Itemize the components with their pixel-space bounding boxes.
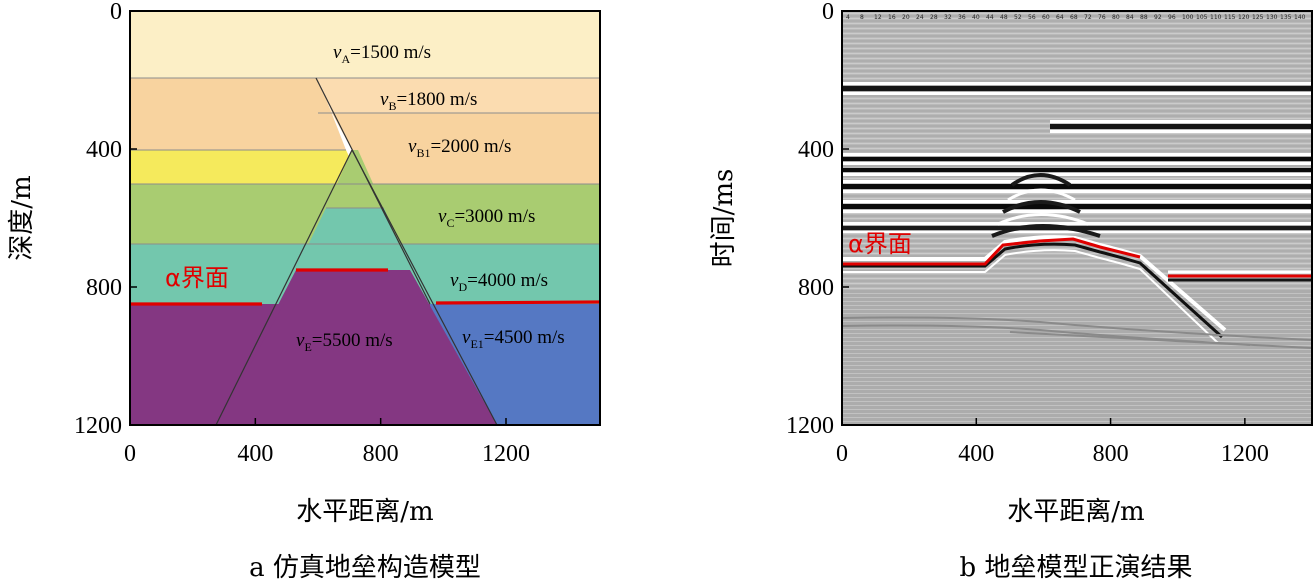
layer-label-c: vC=3000 m/s bbox=[438, 206, 535, 230]
trace-number: 88 bbox=[1140, 14, 1148, 21]
trace-number-row: 4 8 12 16 20 24 28 32 36 40 44 48 52 56 60 64 68 72 76 80 84… bbox=[846, 14, 1306, 21]
layer-b bbox=[318, 78, 600, 113]
a-xtick-label-3: 1200 bbox=[482, 441, 530, 467]
trace-number: 40 bbox=[972, 14, 980, 21]
trace-number: 48 bbox=[1000, 14, 1008, 21]
trace-number: 16 bbox=[888, 14, 896, 21]
a-xtick-label-0: 0 bbox=[124, 441, 136, 467]
alpha-interface-b bbox=[842, 237, 1312, 278]
layer-label-a: vA=1500 m/s bbox=[333, 42, 431, 66]
layer-fills bbox=[130, 11, 600, 425]
layer-b-left bbox=[130, 78, 346, 150]
layer-yellow bbox=[130, 150, 362, 184]
x-axis-label-a: 水平距离/m bbox=[296, 497, 433, 527]
trace-number: 68 bbox=[1070, 14, 1078, 21]
horst-c bbox=[326, 150, 384, 208]
b-xtick-label-0: 0 bbox=[836, 441, 848, 467]
b-ytick-label-3: 1200 bbox=[786, 413, 834, 439]
layer-label-b1: vB1=2000 m/s bbox=[408, 136, 511, 160]
trace-number: 135 bbox=[1280, 14, 1292, 21]
trace-number: 100 bbox=[1182, 14, 1194, 21]
trace-number: 72 bbox=[1084, 14, 1092, 21]
trace-number: 52 bbox=[1014, 14, 1022, 21]
trace-number: 56 bbox=[1028, 14, 1036, 21]
trace-number: 84 bbox=[1126, 14, 1134, 21]
seismic-image: 4 8 12 16 20 24 28 32 36 40 44 48 52 56 60 64 68 72 76 80 84… bbox=[842, 11, 1312, 425]
b-ytick-label-0: 0 bbox=[822, 0, 834, 25]
b-ytick-label-2: 800 bbox=[798, 275, 834, 301]
trace-number: 96 bbox=[1168, 14, 1176, 21]
panel-b-seismic-section: 4 8 12 16 20 24 28 32 36 40 44 48 52 56 60 64 68 72 76 80 84… bbox=[709, 0, 1313, 583]
layer-b1 bbox=[332, 113, 600, 184]
x-axis-label-b: 水平距离/m bbox=[1007, 497, 1144, 527]
reflectors-shallow bbox=[842, 82, 1312, 133]
a-ytick-label-2: 800 bbox=[86, 275, 122, 301]
plot-frame-a bbox=[129, 10, 601, 426]
trace-number: 105 bbox=[1196, 14, 1208, 21]
trace-number: 8 bbox=[860, 14, 864, 21]
a-ytick-label-3: 1200 bbox=[74, 413, 122, 439]
trace-number: 120 bbox=[1238, 14, 1250, 21]
trace-number: 76 bbox=[1098, 14, 1106, 21]
layer-label-b: vB=1800 m/s bbox=[380, 89, 477, 113]
y-axis-label-a: 深度/m bbox=[7, 175, 37, 260]
trace-number: 32 bbox=[944, 14, 952, 21]
layer-label-d: vD=4000 m/s bbox=[450, 270, 548, 294]
trace-number: 80 bbox=[1112, 14, 1120, 21]
layer-label-e1: vE1=4500 m/s bbox=[462, 327, 565, 351]
trace-number: 60 bbox=[1042, 14, 1050, 21]
a-xtick-label-2: 800 bbox=[363, 441, 399, 467]
trace-number: 92 bbox=[1154, 14, 1162, 21]
horst-e bbox=[216, 270, 497, 425]
trace-number: 44 bbox=[986, 14, 994, 21]
layer-label-e: vE=5500 m/s bbox=[296, 330, 393, 354]
layer-labels-a: vA=1500 m/s vB=1800 m/s vB1=2000 m/s vC=300… bbox=[296, 42, 565, 354]
alpha-interface-label-a: α界面 bbox=[165, 264, 229, 292]
a-xtick-label-1: 400 bbox=[237, 441, 273, 467]
caption-a: a 仿真地垒构造模型 bbox=[249, 553, 481, 583]
alpha-interface-a bbox=[130, 268, 600, 306]
trace-number: 36 bbox=[958, 14, 966, 21]
trace-number: 12 bbox=[874, 14, 882, 21]
trace-number: 4 bbox=[846, 14, 850, 21]
b-xtick-label-2: 800 bbox=[1093, 441, 1129, 467]
b-ytick-label-1: 400 bbox=[798, 137, 834, 163]
plot-frame-b bbox=[841, 10, 1313, 426]
a-ytick-label-1: 400 bbox=[86, 137, 122, 163]
trace-number: 20 bbox=[902, 14, 910, 21]
trace-number: 125 bbox=[1252, 14, 1264, 21]
trace-number: 140 bbox=[1294, 14, 1306, 21]
b-xtick-label-3: 1200 bbox=[1221, 441, 1269, 467]
b-xtick-label-1: 400 bbox=[958, 441, 994, 467]
trace-number: 115 bbox=[1224, 14, 1236, 21]
trace-number: 64 bbox=[1056, 14, 1064, 21]
trace-number: 28 bbox=[930, 14, 938, 21]
caption-b: b 地垒模型正演结果 bbox=[960, 553, 1193, 583]
trace-number: 24 bbox=[916, 14, 924, 21]
y-axis-label-b: 时间/ms bbox=[709, 169, 739, 268]
trace-number: 130 bbox=[1266, 14, 1278, 21]
trace-number: 110 bbox=[1210, 14, 1222, 21]
layer-a bbox=[130, 11, 600, 78]
horst-d bbox=[296, 208, 410, 270]
deep-events bbox=[842, 316, 1312, 349]
a-ytick-label-0: 0 bbox=[110, 0, 122, 25]
alpha-interface-label-b: α界面 bbox=[848, 230, 912, 258]
horst-arch-reflections bbox=[991, 173, 1101, 238]
